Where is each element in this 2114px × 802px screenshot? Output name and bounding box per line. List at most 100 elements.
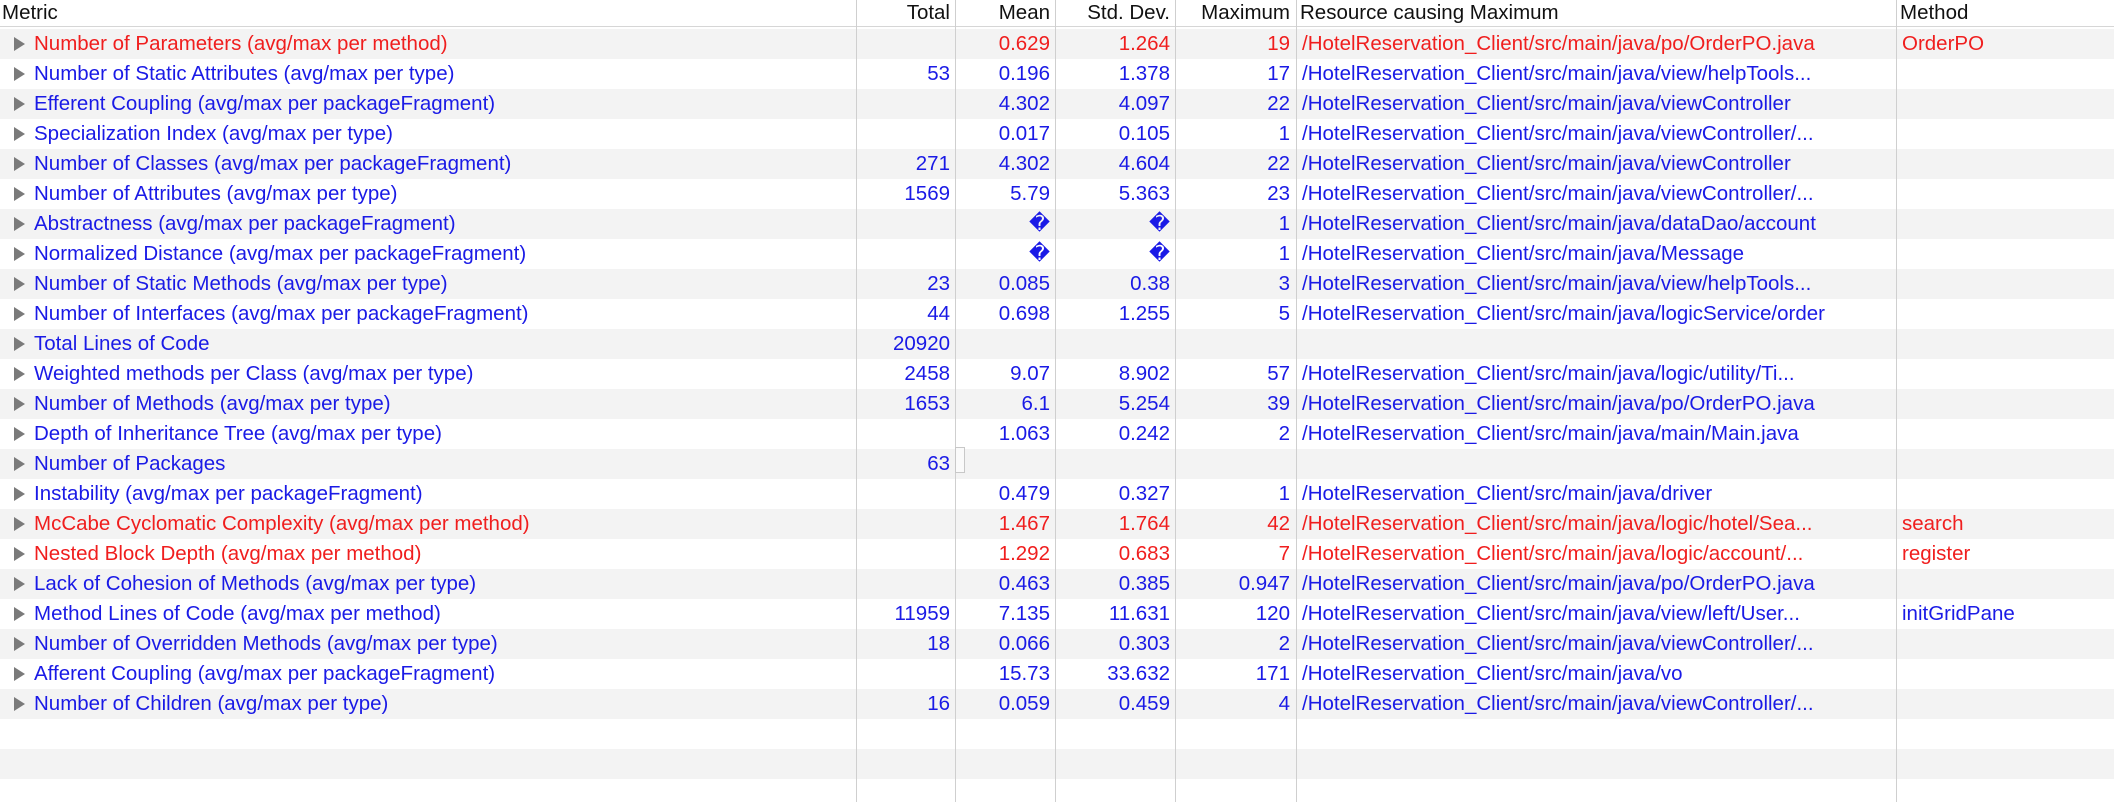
std-dev-cell: � [1148,212,1170,235]
std-dev-cell [1056,329,1174,359]
maximum-cell: 42 [1267,512,1290,535]
maximum-cell: 5 [1278,302,1290,325]
table-row[interactable]: Abstractness (avg/max per packageFragmen… [0,209,2114,239]
std-dev-cell: 0.105 [1118,122,1170,145]
metric-name-cell: Weighted methods per Class (avg/max per … [34,362,474,385]
disclosure-triangle-icon[interactable] [14,277,25,291]
method-cell: search [1902,512,1964,535]
column-divider[interactable] [1296,0,1297,802]
table-row[interactable]: Number of Static Methods (avg/max per ty… [0,269,2114,299]
disclosure-triangle-icon[interactable] [14,217,25,231]
method-cell [1898,419,2114,449]
column-header-std-dev[interactable]: Std. Dev. [1087,1,1170,24]
maximum-cell: 1 [1278,122,1290,145]
column-divider[interactable] [955,0,956,802]
std-dev-cell: 5.363 [1118,182,1170,205]
disclosure-triangle-icon[interactable] [14,127,25,141]
column-divider[interactable] [1175,0,1176,802]
column-header-maximum[interactable]: Maximum [1201,1,1290,24]
mean-cell [956,449,1054,479]
disclosure-triangle-icon[interactable] [14,67,25,81]
disclosure-triangle-icon[interactable] [14,337,25,351]
resource-cell [1298,329,1894,359]
method-cell [1898,569,2114,599]
method-cell [1898,59,2114,89]
table-row[interactable]: Depth of Inheritance Tree (avg/max per t… [0,419,2114,449]
table-row[interactable]: Number of Overridden Methods (avg/max pe… [0,629,2114,659]
disclosure-triangle-icon[interactable] [14,577,25,591]
resource-cell: /HotelReservation_Client/src/main/java/v… [1302,62,1812,85]
method-cell [1898,449,2114,479]
maximum-cell: 3 [1278,272,1290,295]
column-header-metric[interactable]: Metric [2,1,58,24]
disclosure-triangle-icon[interactable] [14,487,25,501]
table-row[interactable]: Number of Classes (avg/max per packageFr… [0,149,2114,179]
mean-cell: 1.292 [998,542,1050,565]
method-cell [1898,179,2114,209]
maximum-cell: 120 [1255,602,1290,625]
table-row[interactable]: Specialization Index (avg/max per type) 0… [0,119,2114,149]
column-divider[interactable] [1896,0,1897,802]
disclosure-triangle-icon[interactable] [14,37,25,51]
column-header-total[interactable]: Total [906,1,950,24]
std-dev-cell: 0.38 [1130,272,1170,295]
std-dev-cell: 1.378 [1118,62,1170,85]
disclosure-triangle-icon[interactable] [14,547,25,561]
metric-name-cell: Number of Parameters (avg/max per method… [34,32,448,55]
table-row[interactable]: Weighted methods per Class (avg/max per … [0,359,2114,389]
metric-name-cell: McCabe Cyclomatic Complexity (avg/max pe… [34,512,530,535]
disclosure-triangle-icon[interactable] [14,397,25,411]
disclosure-triangle-icon[interactable] [14,667,25,681]
column-header-mean[interactable]: Mean [998,1,1050,24]
table-row[interactable]: Number of Parameters (avg/max per method… [0,29,2114,59]
empty-table-row [0,779,2114,802]
std-dev-cell: 5.254 [1118,392,1170,415]
table-row[interactable]: Method Lines of Code (avg/max per method… [0,599,2114,629]
table-row[interactable]: Instability (avg/max per packageFragment… [0,479,2114,509]
table-row[interactable]: Nested Block Depth (avg/max per method) 1… [0,539,2114,569]
total-cell [858,89,954,119]
table-row[interactable]: Normalized Distance (avg/max per package… [0,239,2114,269]
table-row[interactable]: Lack of Cohesion of Methods (avg/max per… [0,569,2114,599]
resource-cell: /HotelReservation_Client/src/main/java/v… [1302,272,1812,295]
disclosure-triangle-icon[interactable] [14,637,25,651]
method-cell [1898,479,2114,509]
disclosure-triangle-icon[interactable] [14,697,25,711]
method-cell [1898,659,2114,689]
table-row[interactable]: Number of Children (avg/max per type) 16 0… [0,689,2114,719]
resource-cell: /HotelReservation_Client/src/main/java/v… [1302,122,1814,145]
method-cell [1898,629,2114,659]
disclosure-triangle-icon[interactable] [14,307,25,321]
table-row[interactable]: Number of Interfaces (avg/max per packag… [0,299,2114,329]
disclosure-triangle-icon[interactable] [14,367,25,381]
table-row[interactable]: McCabe Cyclomatic Complexity (avg/max pe… [0,509,2114,539]
disclosure-triangle-icon[interactable] [14,517,25,531]
table-row[interactable]: Total Lines of Code 20920 [0,329,2114,359]
total-cell: 63 [927,452,950,475]
table-row[interactable]: Number of Methods (avg/max per type) 1653… [0,389,2114,419]
disclosure-triangle-icon[interactable] [14,187,25,201]
disclosure-triangle-icon[interactable] [14,247,25,261]
column-header-resource[interactable]: Resource causing Maximum [1300,1,1559,24]
resource-cell: /HotelReservation_Client/src/main/java/l… [1302,302,1825,325]
table-row[interactable]: Number of Packages 63 [0,449,2114,479]
column-divider[interactable] [856,0,857,802]
mean-cell: 4.302 [998,92,1050,115]
table-row[interactable]: Efferent Coupling (avg/max per packageFr… [0,89,2114,119]
disclosure-triangle-icon[interactable] [14,607,25,621]
mean-cell: 0.085 [998,272,1050,295]
table-row[interactable]: Number of Static Attributes (avg/max per… [0,59,2114,89]
column-header-method[interactable]: Method [1900,1,1969,24]
total-cell [858,509,954,539]
resource-cell: /HotelReservation_Client/src/main/java/p… [1302,572,1815,595]
table-row[interactable]: Afferent Coupling (avg/max per packageFr… [0,659,2114,689]
table-row[interactable]: Number of Attributes (avg/max per type) 1… [0,179,2114,209]
maximum-cell [1176,449,1294,479]
disclosure-triangle-icon[interactable] [14,457,25,471]
disclosure-triangle-icon[interactable] [14,97,25,111]
disclosure-triangle-icon[interactable] [14,427,25,441]
disclosure-triangle-icon[interactable] [14,157,25,171]
column-divider[interactable] [1055,0,1056,802]
mean-cell: 0.017 [998,122,1050,145]
